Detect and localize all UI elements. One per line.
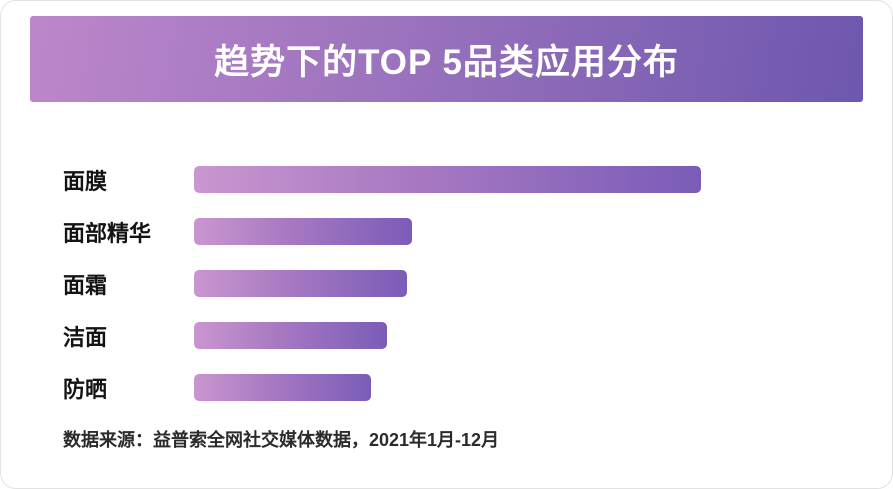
- bar: [194, 322, 387, 349]
- bar-chart: 面膜 面部精华 面霜 洁面 防晒: [63, 166, 892, 402]
- bar-track: [194, 218, 892, 245]
- bar-track: [194, 270, 892, 297]
- bar: [194, 270, 407, 297]
- bar-track: [194, 166, 892, 193]
- category-label: 面膜: [63, 168, 108, 194]
- bar-track: [194, 322, 892, 349]
- category-label: 面霜: [63, 272, 108, 298]
- category-label: 洁面: [63, 324, 108, 350]
- bar-row: 洁面: [63, 322, 892, 350]
- data-source-note: 数据来源：益普索全网社交媒体数据，2021年1月-12月: [63, 430, 500, 450]
- page-title: 趋势下的TOP 5品类应用分布: [214, 42, 679, 82]
- bar-track: [194, 374, 892, 401]
- bar: [194, 374, 371, 401]
- category-label: 面部精华: [63, 220, 152, 246]
- bar-row: 面霜: [63, 270, 892, 298]
- bar: [194, 218, 412, 245]
- category-label: 防晒: [63, 376, 108, 402]
- header-banner: 趋势下的TOP 5品类应用分布: [30, 16, 863, 102]
- bar-row: 防晒: [63, 374, 892, 402]
- bar: [194, 166, 701, 193]
- bar-row: 面部精华: [63, 218, 892, 246]
- bar-row: 面膜: [63, 166, 892, 194]
